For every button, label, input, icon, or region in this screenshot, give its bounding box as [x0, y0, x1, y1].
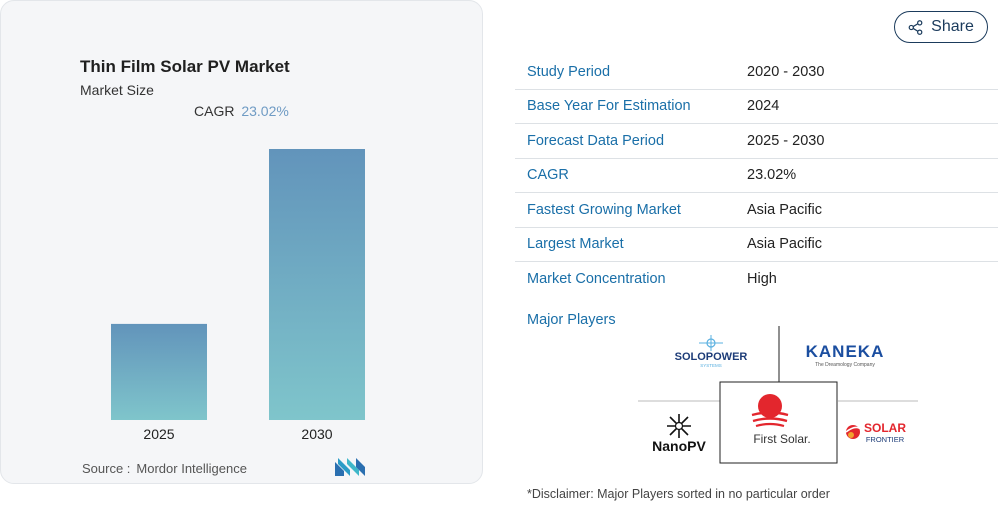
- major-players-title: Major Players: [527, 312, 616, 328]
- info-row-base-year: Base Year For Estimation 2024: [515, 90, 998, 124]
- solar-frontier-name: SOLAR: [864, 421, 906, 435]
- info-row-concentration: Market Concentration High: [515, 262, 998, 297]
- kaneka-name: KANEKA: [806, 342, 885, 361]
- info-label: Forecast Data Period: [527, 132, 665, 149]
- info-value: 23.02%: [747, 167, 797, 184]
- solopower-sub: SYSTEMS: [700, 363, 722, 368]
- source-note: Source : Mordor Intelligence: [82, 461, 247, 476]
- first-solar-logo: First Solar.: [751, 394, 811, 446]
- cagr-value: 23.02%: [241, 103, 289, 119]
- cagr-label: CAGR: [194, 103, 235, 119]
- cagr-annotation: CAGR 23.02%: [194, 103, 289, 119]
- info-value: High: [747, 271, 777, 288]
- share-label: Share: [931, 18, 974, 35]
- info-row-largest-market: Largest Market Asia Pacific: [515, 228, 998, 262]
- info-value: Asia Pacific: [747, 236, 822, 253]
- nanopv-logo: NanoPV: [652, 414, 706, 454]
- info-value: Asia Pacific: [747, 201, 822, 218]
- info-row-fastest-growing: Fastest Growing Market Asia Pacific: [515, 193, 998, 228]
- players-disclaimer: *Disclaimer: Major Players sorted in no …: [527, 487, 830, 501]
- kaneka-tagline: The Dreamology Company: [815, 362, 875, 368]
- x-tick-label: 2025: [143, 426, 174, 442]
- source-label: Source :: [82, 461, 131, 476]
- share-icon: [908, 19, 923, 35]
- info-label: Study Period: [527, 63, 611, 80]
- info-value: 2025 - 2030: [747, 132, 825, 149]
- solar-frontier-logo: SOLAR FRONTIER: [845, 421, 906, 444]
- market-size-card: Thin Film Solar PV Market Market Size CA…: [0, 0, 483, 484]
- info-value: 2024: [747, 98, 780, 115]
- source-value: Mordor Intelligence: [136, 461, 247, 476]
- info-label: Base Year For Estimation: [527, 98, 691, 115]
- kaneka-logo: KANEKA The Dreamology Company: [806, 342, 885, 368]
- bar-chart: 2025 2030: [111, 149, 365, 442]
- x-tick-label: 2030: [301, 426, 332, 442]
- chart-title: Thin Film Solar PV Market: [80, 57, 290, 76]
- info-label: Market Concentration: [527, 271, 666, 288]
- info-row-cagr: CAGR 23.02%: [515, 159, 998, 193]
- solopower-logo: SOLOPOWER SYSTEMS: [675, 335, 748, 368]
- info-value: 2020 - 2030: [747, 63, 825, 80]
- info-label: CAGR: [527, 167, 569, 184]
- chart-subtitle: Market Size: [80, 82, 154, 98]
- share-button[interactable]: Share: [894, 11, 988, 43]
- info-row-forecast-period: Forecast Data Period 2025 - 2030: [515, 124, 998, 159]
- info-label: Fastest Growing Market: [527, 201, 681, 218]
- solopower-name: SOLOPOWER: [675, 351, 748, 363]
- mordor-intelligence-logo: [335, 458, 365, 476]
- info-label: Largest Market: [527, 236, 624, 253]
- first-solar-name: First Solar.: [753, 432, 810, 446]
- bar-2030: [269, 149, 365, 420]
- center-player-box: [719, 381, 838, 464]
- nanopv-name: NanoPV: [652, 438, 706, 454]
- info-row-study-period: Study Period 2020 - 2030: [515, 55, 998, 90]
- bar-2025: [111, 323, 207, 420]
- market-info-table: Study Period 2020 - 2030 Base Year For E…: [515, 55, 998, 297]
- solar-frontier-sub: FRONTIER: [866, 435, 905, 444]
